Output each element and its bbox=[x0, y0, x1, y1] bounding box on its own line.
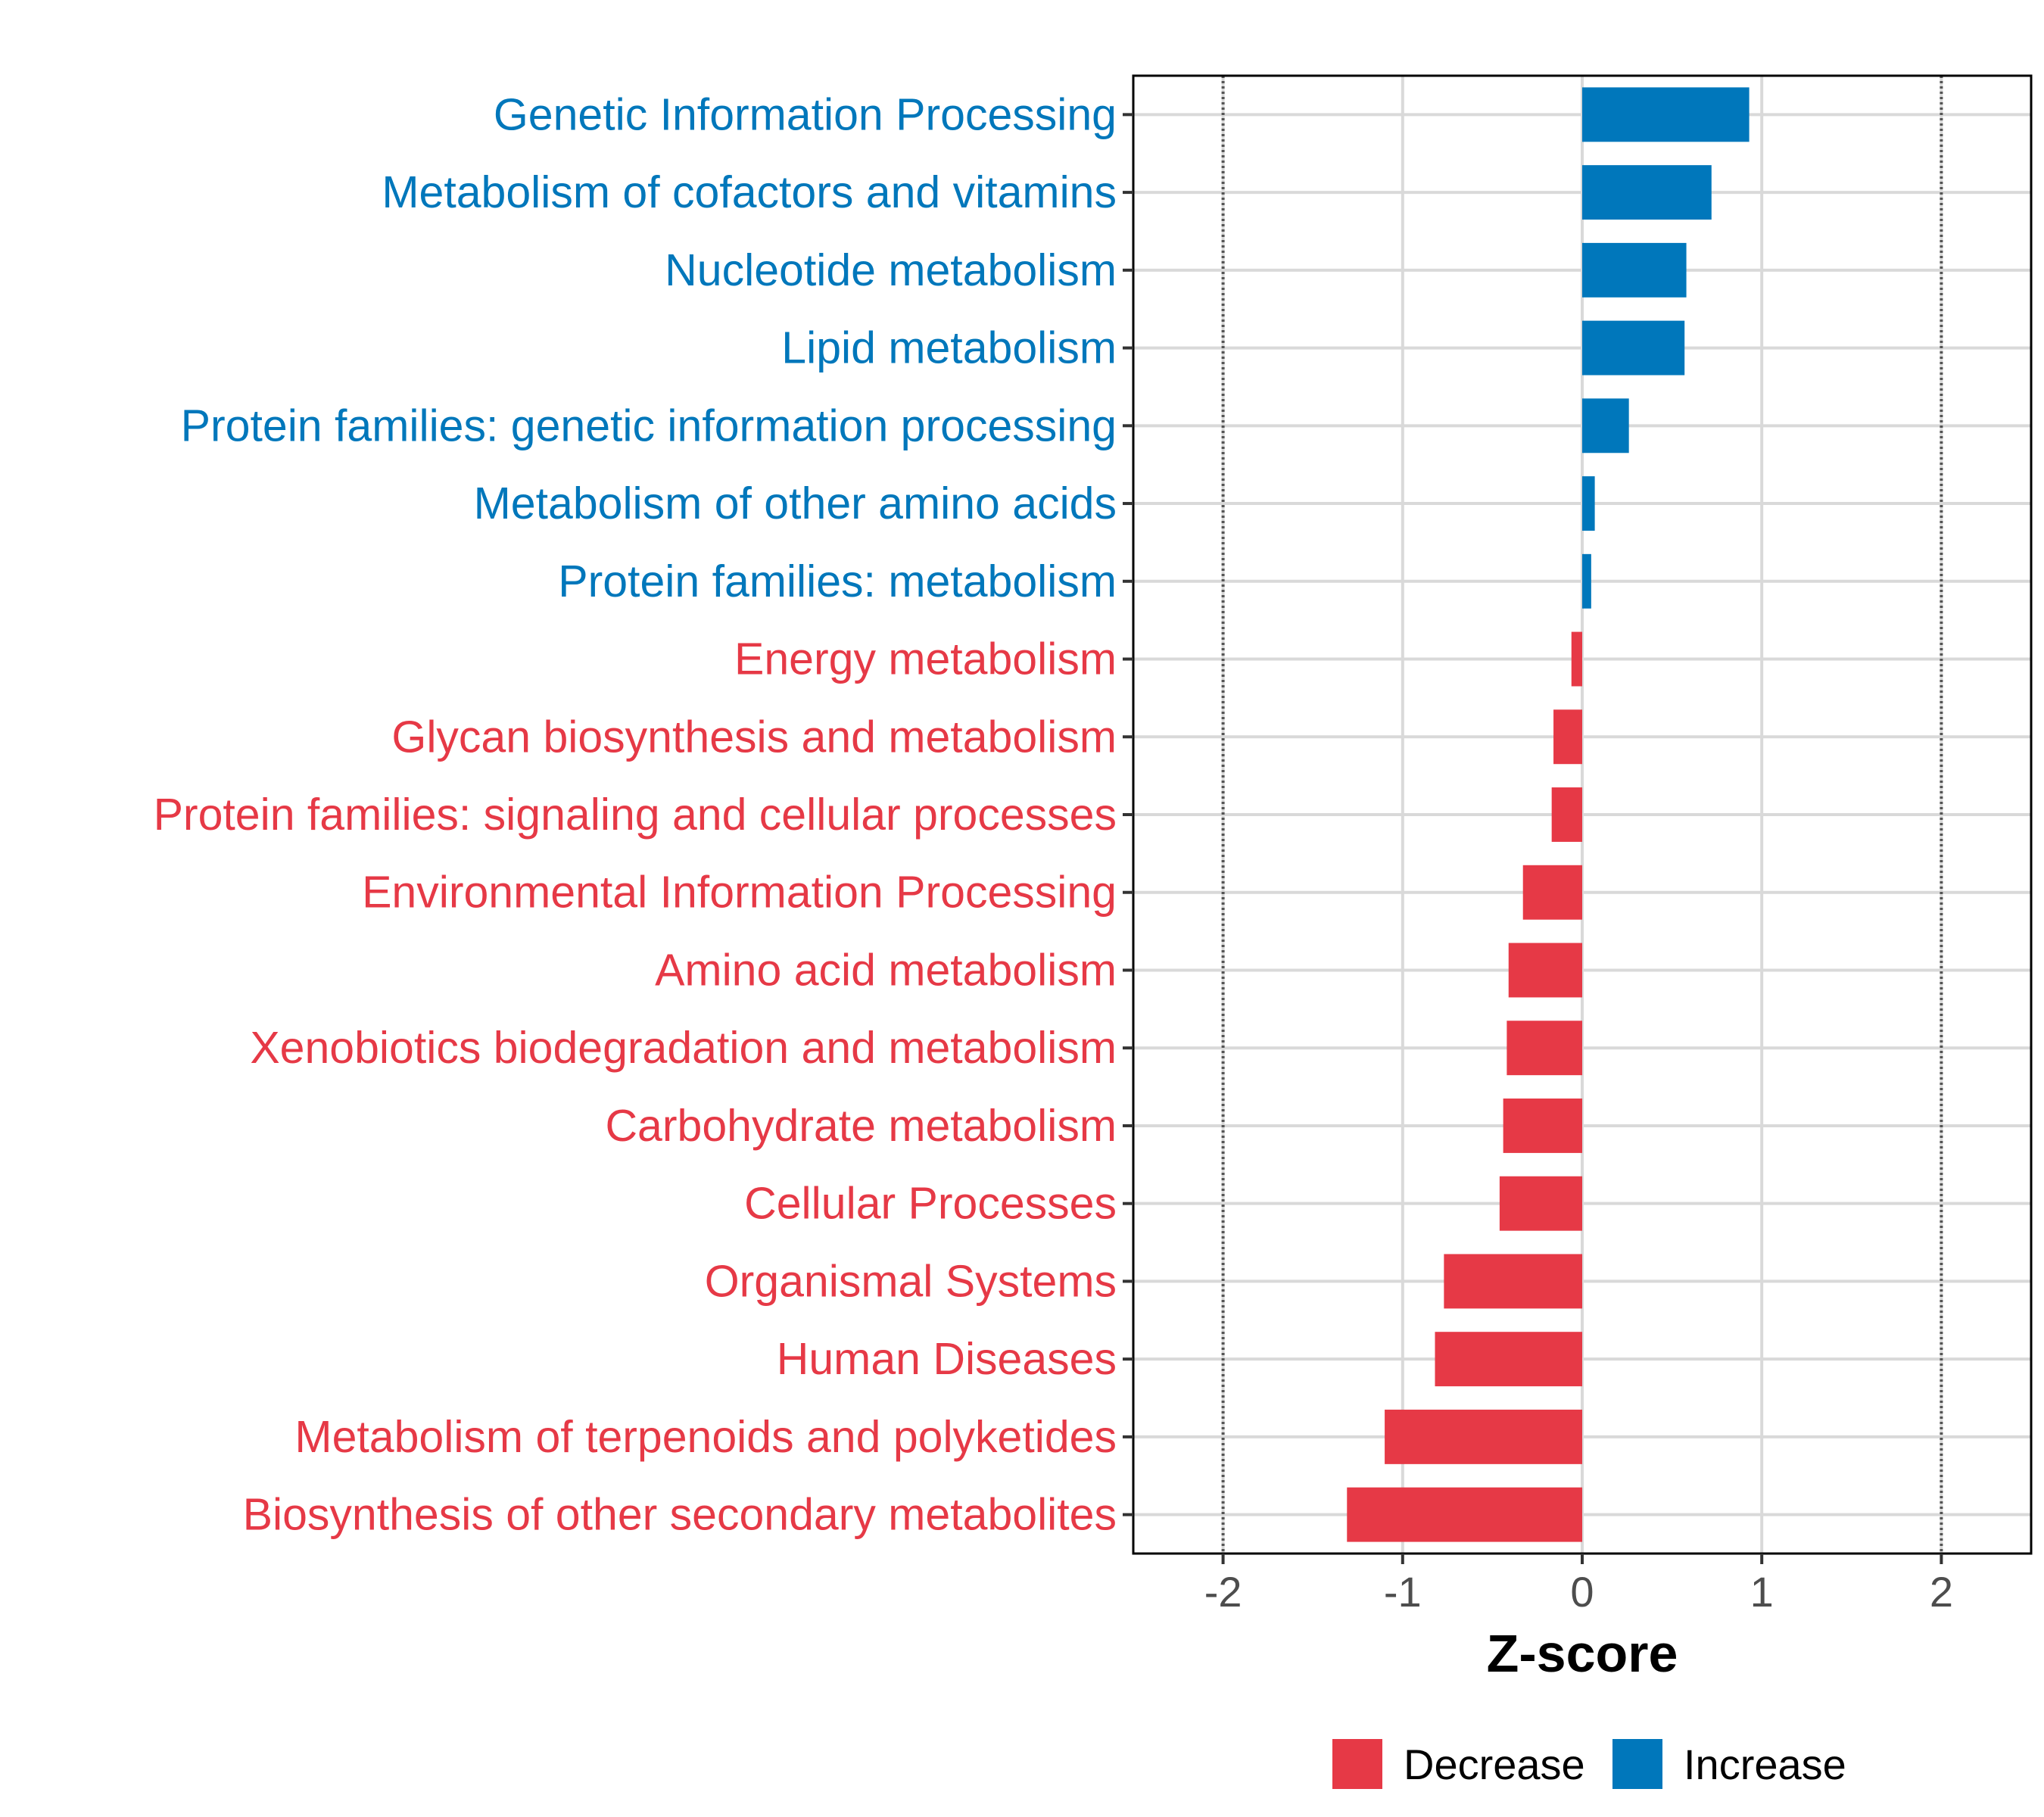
y-tick-label: Metabolism of terpenoids and polyketides bbox=[294, 1412, 1117, 1462]
legend: Decrease Increase bbox=[1332, 1739, 1846, 1789]
y-tick-label: Metabolism of other amino acids bbox=[474, 478, 1117, 528]
x-axis-title: Z-score bbox=[1487, 1624, 1678, 1683]
bar bbox=[1435, 1332, 1582, 1387]
y-tick-label: Cellular Processes bbox=[744, 1179, 1117, 1229]
bar bbox=[1507, 1021, 1582, 1076]
x-axis-ticks bbox=[1221, 1554, 1943, 1564]
x-axis-labels: -2 -1 0 1 2 bbox=[1204, 1568, 1953, 1616]
bar bbox=[1582, 476, 1595, 531]
legend-swatch bbox=[1612, 1739, 1662, 1789]
x-tick-label: -2 bbox=[1204, 1568, 1242, 1616]
y-tick-label: Environmental Information Processing bbox=[362, 868, 1117, 918]
y-tick-label: Xenobiotics biodegradation and metabolis… bbox=[250, 1023, 1117, 1073]
y-tick-label: Protein families: metabolism bbox=[558, 556, 1117, 606]
y-axis-labels: Genetic Information Processing Metabolism… bbox=[154, 89, 1117, 1539]
y-tick-label: Human Diseases bbox=[777, 1334, 1117, 1384]
bars bbox=[1347, 87, 1750, 1542]
bar bbox=[1347, 1487, 1582, 1542]
bar bbox=[1385, 1409, 1582, 1464]
bar bbox=[1582, 553, 1591, 609]
bar bbox=[1553, 709, 1582, 765]
y-tick-label: Protein families: genetic information pr… bbox=[181, 400, 1117, 450]
reference-lines bbox=[1221, 76, 1943, 1554]
bar bbox=[1582, 242, 1687, 298]
x-tick-label: 1 bbox=[1750, 1568, 1774, 1616]
y-tick-label: Protein families: signaling and cellular… bbox=[154, 790, 1117, 840]
y-tick-label: Biosynthesis of other secondary metaboli… bbox=[243, 1490, 1117, 1540]
bar bbox=[1571, 631, 1582, 687]
bar bbox=[1499, 1176, 1582, 1231]
y-tick-label: Metabolism of cofactors and vitamins bbox=[382, 167, 1117, 217]
y-axis-ticks bbox=[1123, 113, 1133, 1516]
y-tick-label: Glycan biosynthesis and metabolism bbox=[391, 712, 1117, 762]
y-tick-label: Energy metabolism bbox=[734, 634, 1117, 684]
bar bbox=[1503, 1098, 1582, 1153]
bar bbox=[1582, 398, 1629, 453]
y-tick-label: Amino acid metabolism bbox=[655, 945, 1117, 995]
x-tick-label: 0 bbox=[1570, 1568, 1594, 1616]
y-tick-label: Lipid metabolism bbox=[781, 323, 1117, 373]
bar bbox=[1582, 320, 1685, 376]
legend-label: Increase bbox=[1684, 1741, 1846, 1788]
y-tick-label: Organismal Systems bbox=[705, 1256, 1117, 1306]
bar bbox=[1582, 165, 1712, 220]
x-tick-label: -1 bbox=[1384, 1568, 1422, 1616]
bar bbox=[1582, 87, 1750, 142]
y-tick-label: Genetic Information Processing bbox=[494, 89, 1117, 139]
y-tick-label: Nucleotide metabolism bbox=[665, 245, 1117, 295]
y-tick-label: Carbohydrate metabolism bbox=[605, 1101, 1117, 1151]
bar bbox=[1444, 1254, 1582, 1309]
bar bbox=[1551, 787, 1582, 842]
x-tick-label: 2 bbox=[1930, 1568, 1953, 1616]
bar bbox=[1522, 865, 1582, 920]
legend-label: Decrease bbox=[1404, 1741, 1585, 1788]
legend-swatch bbox=[1332, 1739, 1382, 1789]
bar bbox=[1508, 943, 1582, 998]
